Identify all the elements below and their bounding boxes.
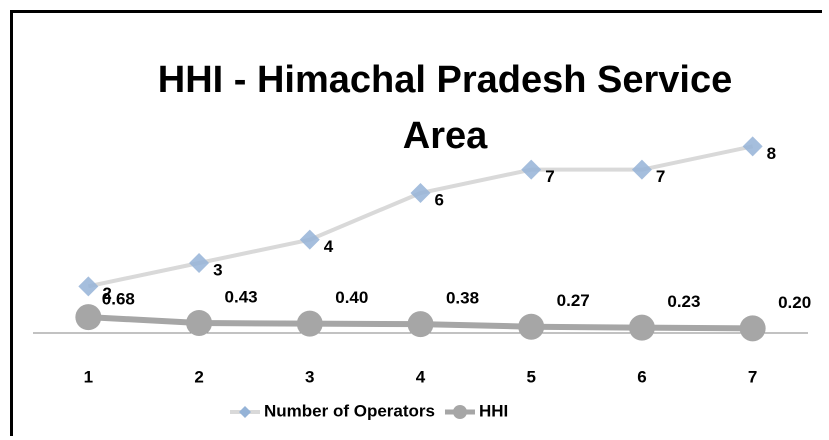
data-label: 7 xyxy=(545,167,554,186)
chart-title: HHI - Himachal Pradesh Service Area xyxy=(157,59,733,157)
series-line xyxy=(87,144,754,289)
data-label: 7 xyxy=(656,167,665,186)
data-label: 0.68 xyxy=(102,290,135,309)
data-point xyxy=(518,313,545,340)
x-tick-label: 2 xyxy=(194,367,203,386)
data-label: 0.20 xyxy=(778,293,811,312)
data-label: 0.27 xyxy=(557,291,590,310)
data-label: 3 xyxy=(213,260,222,279)
data-point xyxy=(742,136,763,157)
data-point xyxy=(186,309,213,336)
data-point xyxy=(75,304,102,331)
x-tick-label: 5 xyxy=(526,367,535,386)
x-tick-label: 3 xyxy=(305,367,314,386)
x-tick-label: 7 xyxy=(748,367,757,386)
x-tick-label: 1 xyxy=(84,367,93,386)
data-point xyxy=(628,314,655,341)
data-label: 0.38 xyxy=(446,289,479,308)
data-point xyxy=(631,159,652,180)
data-label: 0.23 xyxy=(667,292,700,311)
data-label: 4 xyxy=(324,237,334,256)
legend-marker xyxy=(239,406,251,418)
legend-label: HHI xyxy=(479,401,508,420)
data-point xyxy=(739,315,766,342)
legend-marker xyxy=(452,405,467,419)
data-point xyxy=(189,253,210,273)
chart-frame xyxy=(10,10,822,436)
data-point xyxy=(78,276,99,297)
x-tick-label: 4 xyxy=(416,367,426,386)
data-label: 0.40 xyxy=(335,288,368,307)
data-point xyxy=(407,311,434,338)
data-label: 2 xyxy=(102,284,111,303)
data-point xyxy=(521,159,542,180)
data-point xyxy=(410,183,431,203)
x-tick-label: 6 xyxy=(637,367,646,386)
data-point xyxy=(299,229,320,250)
data-label: 8 xyxy=(767,144,776,163)
legend-label: Number of Operators xyxy=(264,401,435,420)
data-label: 6 xyxy=(435,190,444,209)
data-point xyxy=(296,310,323,337)
data-label: 0.43 xyxy=(225,287,258,306)
